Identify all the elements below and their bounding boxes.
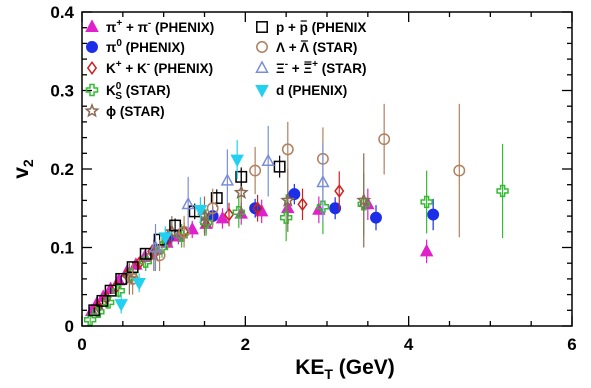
x-tick-label: 4	[404, 335, 414, 354]
data-point	[220, 173, 235, 186]
y-tick-label: 0.4	[50, 3, 74, 22]
data-point	[83, 313, 97, 326]
data-point	[249, 164, 262, 177]
data-point	[288, 188, 301, 201]
data-point	[420, 195, 433, 209]
plot-area	[83, 103, 509, 326]
legend-label: ϕ (STAR)	[106, 104, 165, 119]
series-9	[114, 139, 244, 314]
data-point	[88, 304, 101, 317]
data-point	[92, 305, 105, 319]
x-axis-title: KET (GeV)	[295, 356, 395, 382]
data-point	[281, 143, 294, 156]
legend-label: π+ + π- (PHENIX)	[106, 18, 214, 35]
legend-entry-1: π+ + π- (PHENIX)	[85, 18, 214, 35]
data-point	[252, 201, 263, 216]
data-point	[104, 284, 117, 297]
legend-entry-7: Λ + Λ (STAR)	[256, 40, 357, 55]
axes: 0 2 4 6 0 0.1 0.2 0.3 0.4 KET (GeV) v2	[10, 3, 577, 382]
data-point	[158, 232, 173, 245]
data-point	[334, 184, 345, 198]
data-point	[139, 247, 152, 260]
data-point	[146, 247, 162, 262]
legend-marker	[86, 41, 98, 53]
legend-marker	[256, 41, 268, 53]
data-point	[210, 192, 223, 204]
x-tick-label: 6	[567, 335, 576, 354]
data-point	[181, 196, 195, 210]
data-point	[233, 184, 249, 200]
y-tick-label: 0.2	[50, 160, 74, 179]
legend: π+ + π- (PHENIX) π0 (PHENIX) K+ + K- (PHEN…	[84, 18, 366, 119]
legend-entry-9: d (PHENIX)	[255, 83, 347, 98]
legend-label: d (PHENIX)	[276, 83, 347, 98]
data-point	[223, 207, 235, 222]
legend-marker	[86, 61, 98, 75]
data-point	[169, 219, 182, 232]
data-point	[316, 174, 330, 188]
data-point	[230, 154, 244, 168]
legend-label: K0 S (STAR)	[106, 81, 170, 102]
legend-marker	[255, 60, 269, 73]
legend-marker	[85, 83, 99, 97]
data-point	[178, 225, 191, 238]
x-tick-label: 2	[241, 335, 250, 354]
y-axis-title: v2	[10, 159, 36, 179]
series-5	[121, 153, 372, 295]
legend-label: Λ + Λ (STAR)	[276, 40, 357, 55]
data-point	[121, 270, 138, 286]
data-point	[378, 133, 391, 146]
legend-entry-8: Ξ- + Ξ+ (STAR)	[255, 59, 366, 76]
data-point	[356, 192, 372, 207]
data-point	[193, 204, 208, 218]
data-point	[427, 208, 440, 221]
y-tick-label: 0	[65, 317, 74, 336]
data-point	[316, 200, 330, 213]
series-4	[83, 143, 509, 326]
legend-label: K+ + K- (PHENIX)	[106, 59, 213, 76]
series-8	[148, 125, 330, 272]
data-point	[235, 170, 248, 183]
data-point	[273, 160, 286, 173]
data-point	[496, 184, 509, 198]
y-tick-label: 0.1	[50, 239, 74, 258]
x-tick-label: 0	[77, 335, 86, 354]
data-point	[370, 211, 382, 224]
legend-marker	[84, 102, 100, 118]
data-point	[215, 210, 230, 224]
data-point	[148, 239, 163, 253]
legend-entry-5: ϕ (STAR)	[84, 102, 165, 119]
legend-marker	[85, 19, 99, 32]
data-point	[280, 192, 296, 207]
legend-entry-2: π0 (PHENIX)	[86, 38, 185, 55]
legend-entry-4: K0 S (STAR)	[85, 81, 170, 102]
data-point	[261, 153, 275, 167]
plot-frame	[81, 11, 573, 327]
data-point	[132, 277, 146, 291]
data-point	[329, 202, 342, 215]
data-point	[115, 272, 128, 285]
legend-marker	[255, 85, 269, 98]
legend-entry-6: p + p (PHENIX	[256, 20, 366, 35]
legend-label: p + p (PHENIX	[276, 20, 366, 35]
legend-marker	[256, 21, 268, 33]
data-point	[357, 198, 370, 211]
legend-label: Ξ- + Ξ+ (STAR)	[276, 59, 366, 76]
data-point	[114, 299, 128, 312]
data-point	[96, 294, 109, 307]
data-point	[419, 243, 434, 257]
legend-entry-3: K+ + K- (PHENIX)	[86, 59, 213, 76]
data-point	[164, 223, 180, 239]
data-point	[206, 202, 219, 215]
y-tick-label: 0.3	[50, 82, 74, 101]
legend-label: π0 (PHENIX)	[106, 38, 185, 55]
data-point	[297, 197, 308, 212]
data-point	[453, 164, 466, 177]
